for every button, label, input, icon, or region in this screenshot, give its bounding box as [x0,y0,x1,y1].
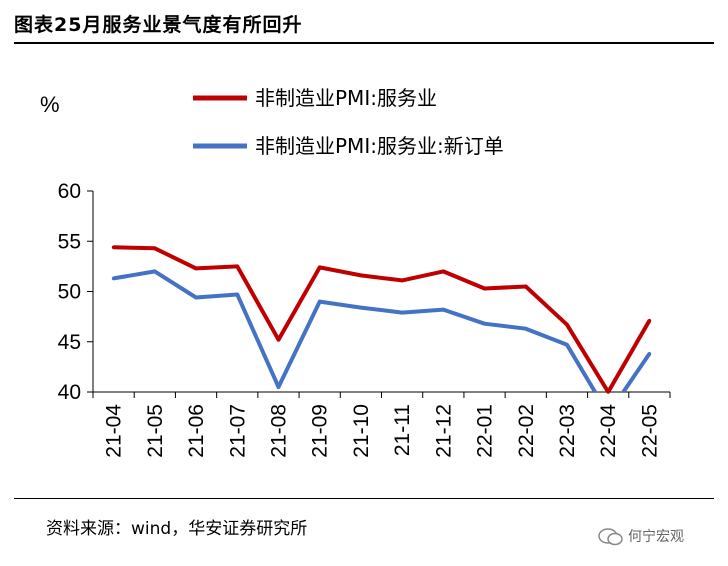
data-point [565,322,569,327]
x-tick-label: 21-12 [432,404,455,458]
x-tick-label: 21-08 [267,404,290,458]
y-tick-label: 45 [58,331,81,354]
x-tick-label: 22-02 [515,404,538,458]
x-tick-label: 22-04 [597,404,620,458]
series-line-1 [113,245,652,392]
wechat-icon [598,528,623,546]
x-tick-label: 21-10 [350,404,373,458]
data-point [317,299,322,304]
data-point [482,286,487,291]
data-point [194,266,198,271]
x-tick-label: 22-03 [556,404,579,458]
data-point [441,269,446,274]
x-tick-label: 21-07 [226,404,249,458]
data-point [441,307,446,312]
x-tick-label: 21-09 [309,404,332,458]
watermark-text: 何宁宏观 [628,529,684,545]
data-point [276,385,281,389]
legend-label-2: 非制造业PMI:服务业:新订单 [255,134,504,158]
y-tick-label: 40 [58,381,81,404]
data-point [235,264,240,269]
data-point [276,337,281,342]
y-tick-label: 60 [58,180,81,203]
y-tick-label: 50 [58,281,81,304]
data-point [317,265,322,270]
figure-title: 图表25月服务业景气度有所回升 [14,14,303,36]
data-point [400,310,404,315]
y-axis-unit: % [40,92,60,117]
data-point [523,284,528,289]
data-point [111,276,116,281]
data-point [606,390,610,394]
data-point [565,342,569,347]
data-point [647,352,652,356]
x-tick-label: 21-11 [391,404,414,456]
data-point [400,278,404,283]
data-point [111,245,116,250]
y-tick-label: 55 [58,230,81,253]
data-point [359,305,363,310]
data-point [482,321,487,326]
source-rule [14,498,714,499]
x-tick-label: 21-05 [144,404,167,458]
title-rule [14,42,714,44]
data-point [153,246,157,251]
source-note: 资料来源：wind，华安证券研究所 [46,519,308,539]
data-point [647,318,652,323]
data-point [359,273,363,278]
data-point [523,326,528,331]
x-tick-label: 21-06 [185,404,208,458]
watermark: 何宁宏观 [598,526,684,547]
legend-label-1: 非制造业PMI:服务业 [255,86,437,110]
x-tick-label: 22-05 [638,404,661,458]
data-point [153,269,157,274]
data-point [194,295,198,300]
data-point [235,292,240,297]
series-line-2 [113,269,652,392]
x-tick-label: 21-04 [103,404,126,458]
x-tick-label: 22-01 [474,404,497,458]
